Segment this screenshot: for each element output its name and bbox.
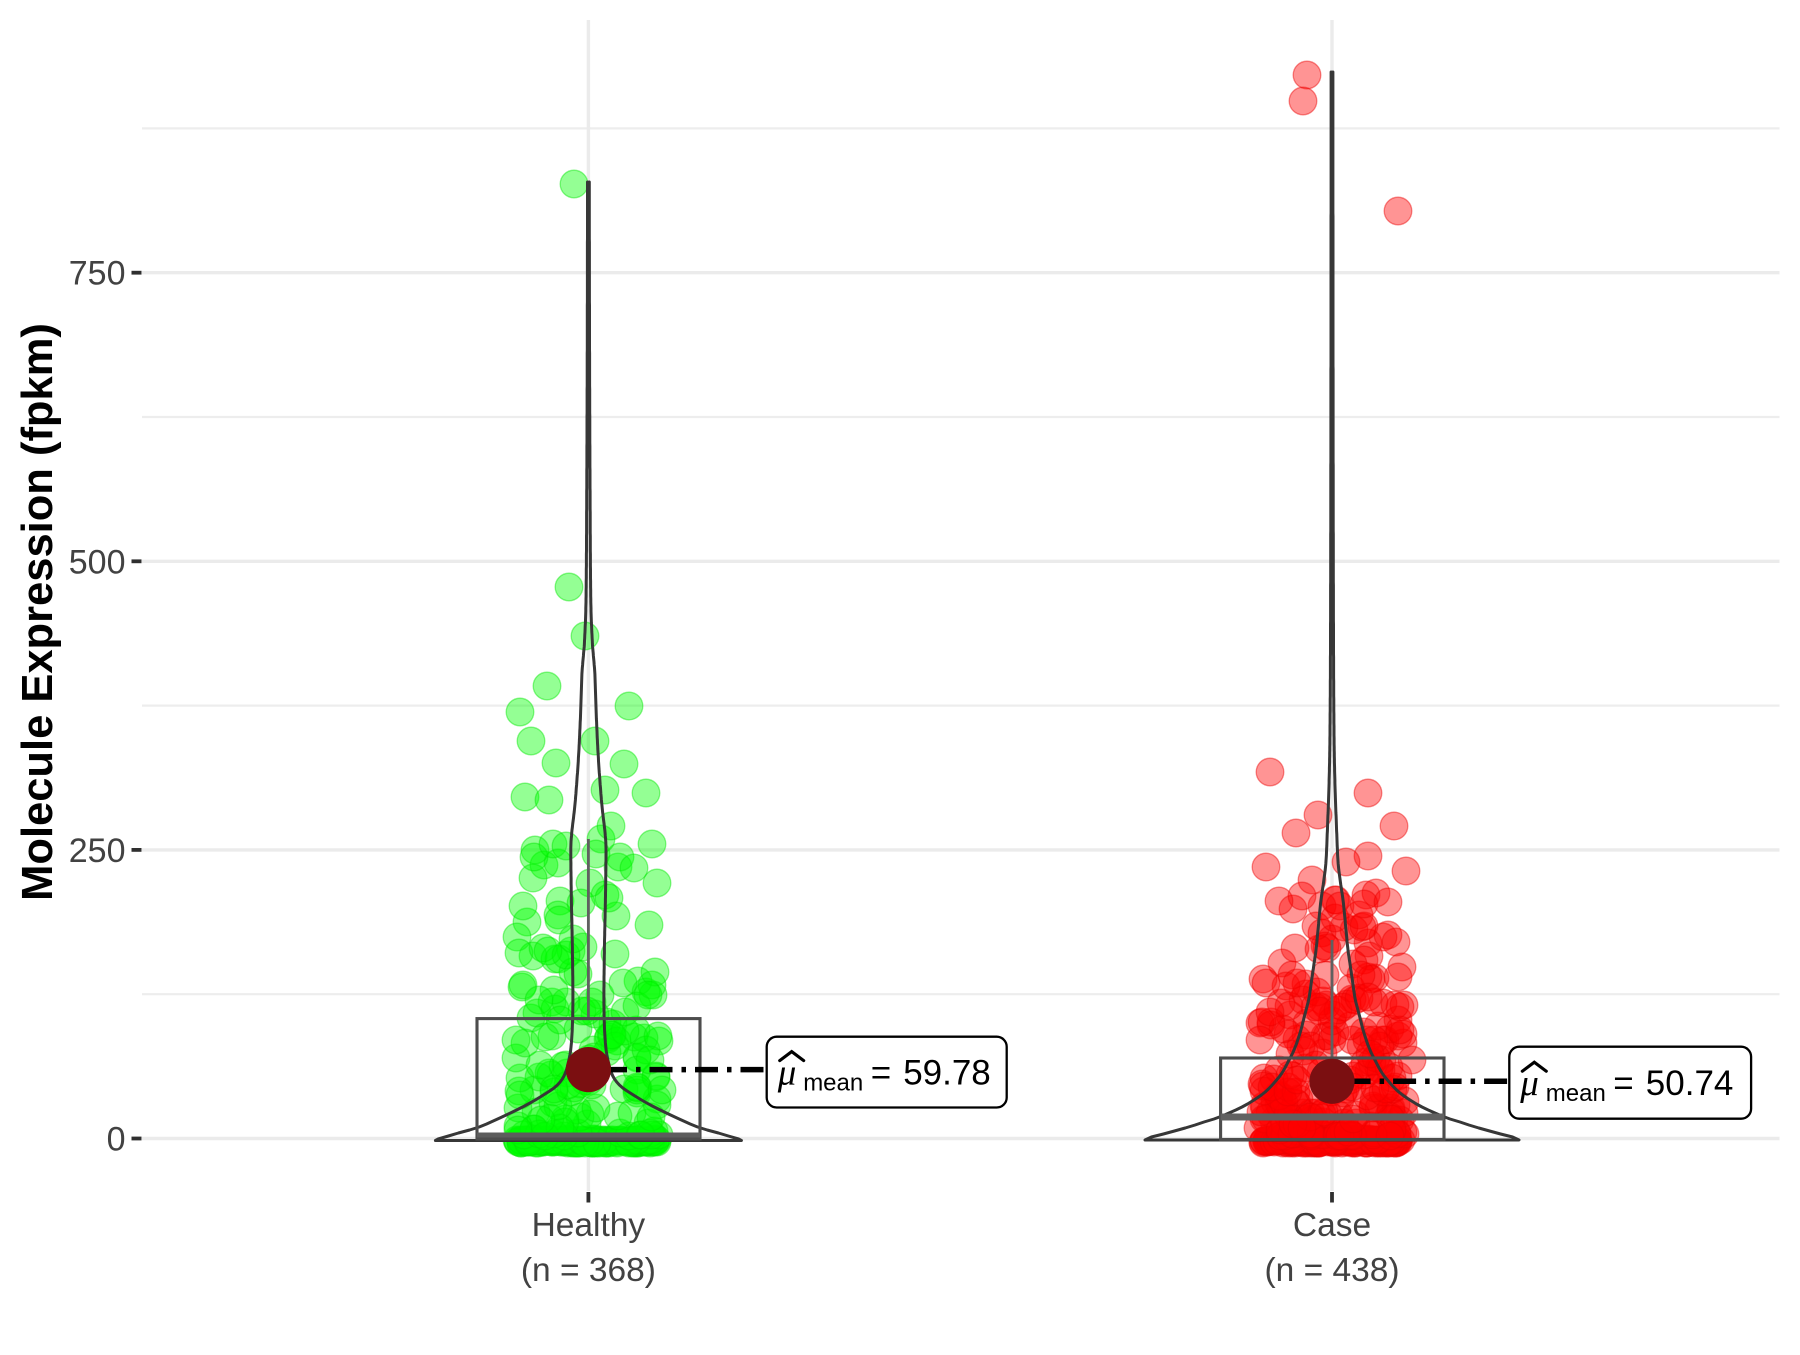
svg-text:mean: mean [1546, 1080, 1606, 1107]
svg-text:(n = 438): (n = 438) [1264, 1252, 1399, 1289]
svg-text:Molecule Expression (fpkm): Molecule Expression (fpkm) [14, 323, 62, 901]
svg-text:50.74: 50.74 [1646, 1064, 1734, 1103]
svg-text:(n = 368): (n = 368) [521, 1252, 656, 1289]
svg-text:Case: Case [1293, 1207, 1371, 1244]
svg-text:=: = [871, 1054, 891, 1093]
svg-text:250: 250 [69, 832, 126, 870]
svg-text:0: 0 [107, 1121, 126, 1159]
svg-text:Healthy: Healthy [532, 1207, 646, 1244]
svg-text:59.78: 59.78 [903, 1054, 991, 1093]
svg-text:500: 500 [69, 543, 126, 581]
svg-text:μ: μ [1519, 1063, 1539, 1104]
svg-text:μ: μ [777, 1053, 797, 1094]
svg-text:=: = [1613, 1064, 1633, 1103]
svg-text:750: 750 [69, 255, 126, 293]
svg-text:mean: mean [803, 1069, 863, 1096]
